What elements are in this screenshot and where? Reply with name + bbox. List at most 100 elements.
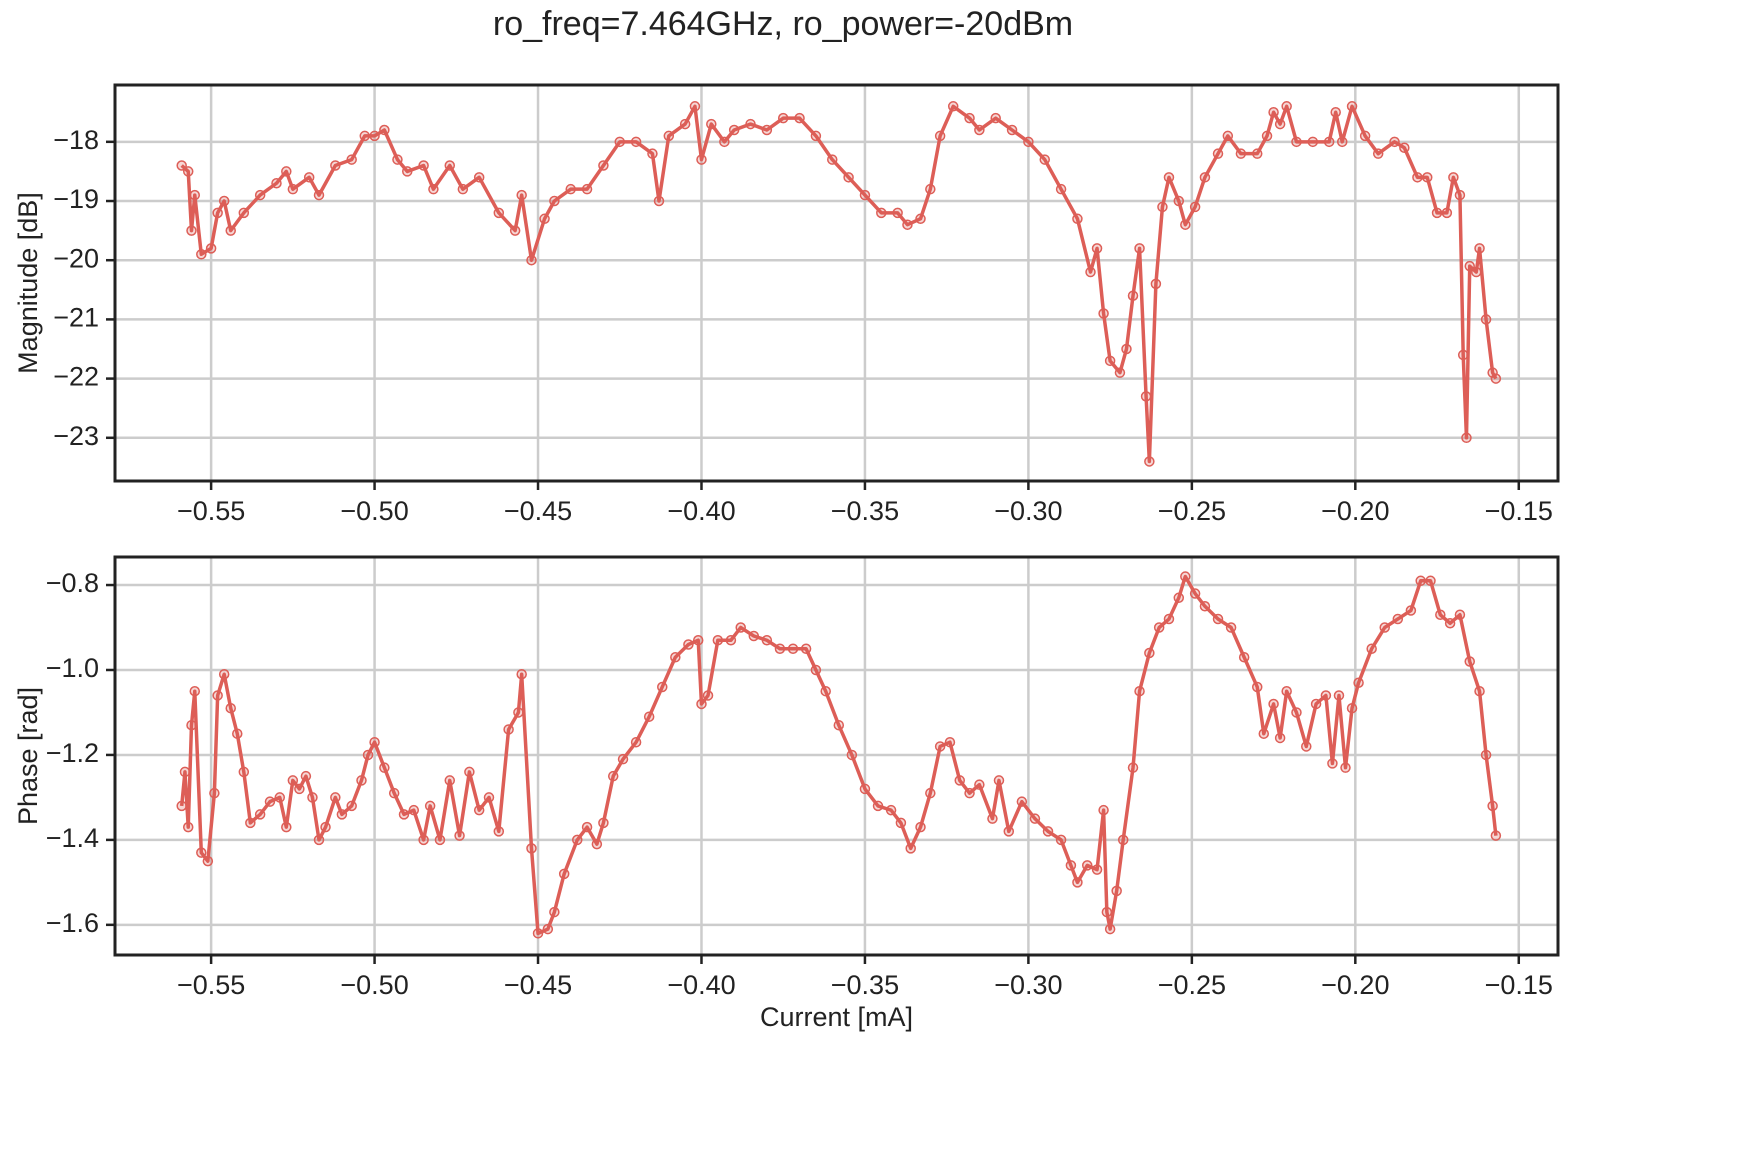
data-point [1153,622,1165,633]
x-tick-label: −0.35 [831,970,899,1000]
data-point [1144,647,1155,659]
data-point [1016,796,1028,807]
data-point [320,821,331,833]
data-point [1301,741,1312,752]
data-point [516,189,527,201]
axes-frame [113,83,1560,483]
data-point [1117,834,1129,846]
data-point [212,690,223,701]
y-tick-label: −19 [53,184,99,214]
data-point [1333,690,1345,701]
data-point [1444,618,1456,629]
x-tick-label: −0.25 [1158,970,1226,1000]
x-tick-label: −0.30 [994,496,1062,526]
x-tick-label: −0.20 [1321,970,1389,1000]
data-point [1251,681,1263,693]
data-point [653,195,665,207]
data-point [843,172,854,183]
data-point [1189,588,1201,599]
data-point [303,172,315,183]
data-point [1281,101,1292,112]
data-point [915,821,926,833]
x-tick-label: −0.40 [667,970,735,1000]
data-point [1180,571,1191,582]
data-point [1127,762,1139,773]
data-point [1480,314,1492,325]
data-point [287,183,299,195]
x-tick-label: −0.20 [1321,496,1389,526]
data-point [591,838,603,850]
y-tick-label: −20 [53,243,99,273]
data-point [1457,349,1469,361]
data-point [1415,575,1426,587]
data-point [1399,142,1410,153]
data-point [820,685,831,697]
data-point [359,130,371,142]
data-point [212,207,223,219]
data-point [424,800,436,812]
data-point [542,923,554,935]
data-point [1144,456,1155,467]
data-point [1281,685,1292,697]
data-point [330,160,341,171]
data-point [503,724,514,735]
data-point [1189,201,1201,213]
data-point [254,189,266,201]
data-point [1471,266,1482,278]
y-tick-label: −0.8 [46,568,99,598]
data-point [1111,885,1122,897]
data-point [1435,609,1446,621]
data-point [1180,219,1191,230]
data-point [454,830,465,841]
data-point [1490,373,1502,384]
data-point [1336,136,1348,148]
data-point [1140,391,1152,402]
data-point [670,651,681,663]
data-point [392,154,403,165]
data-point [689,101,701,112]
data-point [964,787,975,799]
data-point [1274,732,1286,744]
data-point [287,775,299,786]
data-point [1104,355,1116,367]
data-point [657,681,668,693]
data-point [1379,622,1390,633]
data-point [274,792,286,803]
data-point [1431,207,1443,219]
data-point [1104,923,1116,935]
x-tick-label: −0.50 [340,496,408,526]
data-point [617,753,629,765]
data-point [388,787,400,799]
y-tick-label: −1.4 [46,823,99,853]
data-point [810,664,822,676]
data-point [974,779,985,790]
data-point [186,225,197,236]
data-point [581,183,593,195]
data-point [444,775,456,786]
data-point [362,749,374,761]
data-point [1225,622,1237,633]
data-point [238,766,250,778]
x-tick-label: −0.55 [177,496,245,526]
data-point [1405,605,1417,616]
data-point [336,809,348,820]
data-point [402,166,413,177]
data-point [379,762,390,773]
data-point [1274,118,1286,130]
data-point [179,766,191,778]
data-point [1029,813,1041,824]
data-point [1134,243,1145,254]
data-point [473,172,485,183]
data-point [1085,266,1096,278]
data-point [876,207,887,219]
data-point [1346,702,1358,714]
data-point [902,219,913,230]
data-point [1392,613,1404,625]
data-point [974,124,985,136]
data-point [1042,826,1054,837]
data-point [1487,367,1498,378]
x-tick-label: −0.25 [1158,496,1226,526]
data-point [598,817,609,829]
data-point [218,195,230,207]
